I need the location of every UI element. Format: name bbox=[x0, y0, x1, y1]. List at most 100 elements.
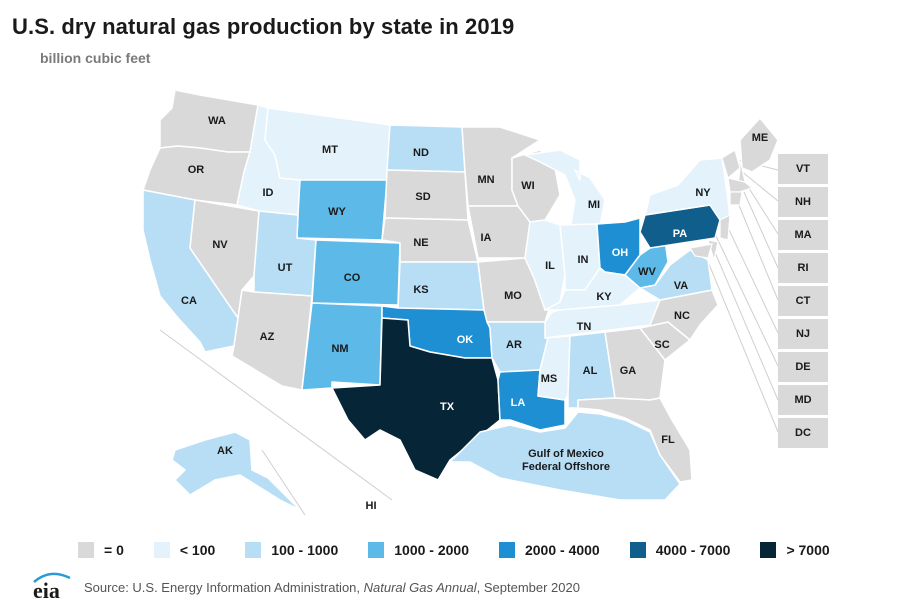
state-label-wv: WV bbox=[638, 266, 656, 278]
small-state-box-ri: RI bbox=[778, 253, 828, 283]
state-label-id: ID bbox=[263, 187, 274, 199]
state-label-ne: NE bbox=[413, 237, 428, 249]
chart-subtitle: billion cubic feet bbox=[40, 50, 151, 66]
state-label-sd: SD bbox=[415, 191, 430, 203]
small-state-box-nh: NH bbox=[778, 187, 828, 217]
state-label-sc: SC bbox=[654, 339, 669, 351]
small-state-label-dc: DC bbox=[795, 427, 811, 439]
state-me bbox=[739, 117, 779, 173]
state-label-ms: MS bbox=[541, 373, 558, 385]
state-label-mn: MN bbox=[477, 174, 494, 186]
state-ks bbox=[397, 261, 485, 311]
legend-label: 4000 - 7000 bbox=[655, 542, 731, 558]
legend-item: 1000 - 2000 bbox=[368, 542, 469, 558]
state-label-il: IL bbox=[545, 260, 555, 272]
legend-label: = 0 bbox=[104, 542, 124, 558]
legend-swatch bbox=[245, 542, 262, 558]
state-label-nm: NM bbox=[331, 343, 348, 355]
legend-item: = 0 bbox=[78, 542, 124, 558]
legend-item: < 100 bbox=[153, 542, 216, 558]
source-suffix: , September 2020 bbox=[476, 580, 580, 595]
state-label-co: CO bbox=[344, 272, 361, 284]
state-wy bbox=[296, 179, 388, 241]
small-state-swatch-nj bbox=[778, 319, 828, 349]
state-label-wy: WY bbox=[328, 206, 346, 218]
state-ak bbox=[171, 431, 301, 511]
us-map: WA OR CA NV ID MT WY UT AZ CO NM ND SD NE KS OK TX MN IA MO… bbox=[142, 89, 828, 516]
small-state-label-de: DE bbox=[795, 361, 810, 373]
small-state-swatch-ma bbox=[778, 220, 828, 250]
small-state-swatch-vt bbox=[778, 154, 828, 184]
legend-swatch bbox=[78, 542, 94, 558]
small-state-box-dc: DC bbox=[778, 418, 828, 448]
small-state-box-vt: VT bbox=[778, 154, 828, 184]
state-label-or: OR bbox=[188, 164, 205, 176]
chart-title: U.S. dry natural gas production by state… bbox=[12, 14, 515, 39]
state-label-ut: UT bbox=[278, 262, 293, 274]
state-label-wi: WI bbox=[521, 180, 534, 192]
small-state-swatch-ri bbox=[778, 253, 828, 283]
small-state-box-md: MD bbox=[778, 385, 828, 415]
state-label-ia: IA bbox=[481, 232, 492, 244]
state-tx bbox=[331, 317, 501, 481]
small-state-label-nh: NH bbox=[795, 196, 811, 208]
small-state-box-de: DE bbox=[778, 352, 828, 382]
small-state-label-nj: NJ bbox=[796, 328, 810, 340]
state-label-fl: FL bbox=[661, 434, 675, 446]
state-label-ok: OK bbox=[457, 334, 474, 346]
state-label-al: AL bbox=[583, 365, 598, 377]
state-mi bbox=[524, 149, 606, 231]
legend-swatch bbox=[368, 542, 385, 558]
legend-label: 1000 - 2000 bbox=[394, 542, 469, 558]
state-label-ky: KY bbox=[596, 291, 612, 303]
state-ia bbox=[467, 205, 531, 259]
state-label-oh: OH bbox=[612, 247, 629, 259]
state-label-wa: WA bbox=[208, 115, 226, 127]
state-label-mi: MI bbox=[588, 199, 600, 211]
legend-item: 2000 - 4000 bbox=[498, 542, 600, 558]
state-tn bbox=[544, 299, 661, 339]
small-state-box-ct: CT bbox=[778, 286, 828, 316]
small-state-swatch-de bbox=[778, 352, 828, 382]
small-state-box-nj: NJ bbox=[778, 319, 828, 349]
state-label-nv: NV bbox=[212, 239, 228, 251]
source-note: Source: U.S. Energy Information Administ… bbox=[84, 580, 580, 595]
state-label-tx: TX bbox=[440, 401, 455, 413]
state-hi bbox=[307, 454, 351, 493]
legend-label: > 7000 bbox=[786, 542, 830, 558]
state-label-nd: ND bbox=[413, 147, 429, 159]
small-state-label-ri: RI bbox=[798, 262, 809, 274]
small-state-label-ma: MA bbox=[794, 229, 811, 241]
state-label-ny: NY bbox=[695, 187, 711, 199]
legend-swatch bbox=[153, 542, 170, 558]
small-state-swatch-nh bbox=[778, 187, 828, 217]
small-state-swatch-md bbox=[778, 385, 828, 415]
legend-label: 2000 - 4000 bbox=[524, 542, 600, 558]
legend-label: < 100 bbox=[179, 542, 216, 558]
legend-swatch bbox=[760, 542, 777, 558]
state-label-mt: MT bbox=[322, 144, 338, 156]
eia-logo: eia bbox=[33, 572, 71, 602]
legend-item: 100 - 1000 bbox=[245, 542, 338, 558]
small-state-label-ct: CT bbox=[796, 295, 811, 307]
small-state-label-md: MD bbox=[794, 394, 811, 406]
state-label-la: LA bbox=[511, 397, 526, 409]
state-label-az: AZ bbox=[260, 331, 275, 343]
legend-swatch bbox=[498, 542, 515, 558]
eia-logo-text: eia bbox=[33, 578, 60, 602]
eia-logo-swoosh bbox=[33, 572, 71, 583]
small-state-swatch-dc bbox=[778, 418, 828, 448]
state-label-nc: NC bbox=[674, 310, 690, 322]
state-label-pa: PA bbox=[673, 228, 688, 240]
state-label-in: IN bbox=[578, 254, 589, 266]
state-label-ks: KS bbox=[413, 284, 428, 296]
state-label-ak: AK bbox=[217, 445, 233, 457]
source-publication: Natural Gas Annual bbox=[363, 580, 477, 595]
state-label-ca: CA bbox=[181, 295, 197, 307]
state-ny bbox=[644, 157, 731, 221]
small-state-label-vt: VT bbox=[796, 163, 810, 175]
state-gom bbox=[449, 411, 681, 501]
small-state-box-ma: MA bbox=[778, 220, 828, 250]
legend-swatch bbox=[629, 542, 646, 558]
state-label-tn: TN bbox=[577, 321, 592, 333]
